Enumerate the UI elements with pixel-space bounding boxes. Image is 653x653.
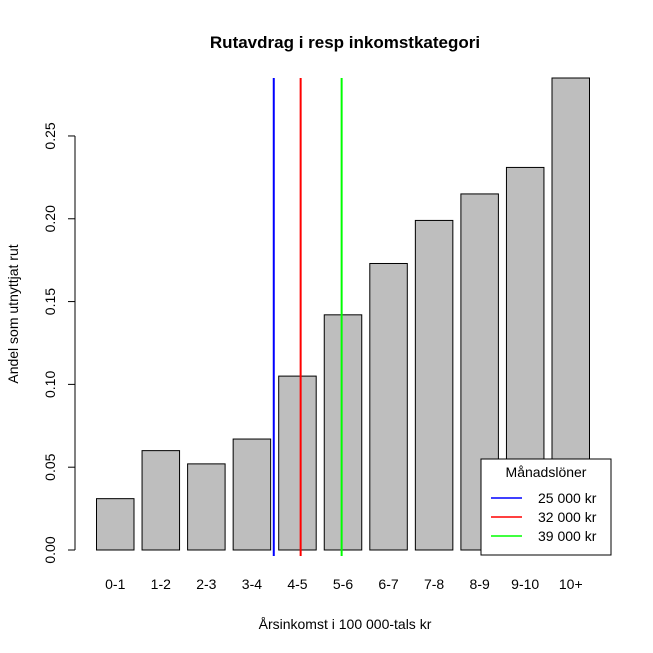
y-tick-label: 0.05 (42, 453, 58, 480)
legend-item-label: 39 000 kr (538, 528, 597, 544)
bar-5-6 (323, 314, 363, 551)
bar-1-2 (141, 450, 181, 551)
x-tick-label: 4-5 (287, 576, 307, 592)
x-tick-label: 2-3 (196, 576, 216, 592)
x-tick-label: 0-1 (105, 576, 125, 592)
bar-4-5 (278, 375, 317, 551)
legend: Månadslöner 25 000 kr 32 000 kr 39 000 kr (480, 458, 612, 556)
y-tick-label: 0.00 (42, 536, 58, 563)
y-tick-label: 0.25 (42, 122, 58, 149)
y-tick-label: 0.20 (42, 205, 58, 232)
legend-title: Månadslöner (506, 464, 587, 480)
bar-7-8 (414, 219, 454, 551)
y-tick-label: 0.15 (42, 288, 58, 315)
x-tick-label: 8-9 (470, 576, 490, 592)
legend-item-label: 25 000 kr (538, 490, 597, 506)
x-tick-labels: 0-1 1-2 2-3 3-4 4-5 5-6 6-7 7-8 8-9 9-10 10+ (105, 576, 582, 592)
x-tick-label: 3-4 (242, 576, 262, 592)
bar-3-4 (232, 438, 272, 551)
x-tick-label: 6-7 (378, 576, 398, 592)
legend-box (480, 458, 612, 556)
y-ticks: 0.00 0.05 0.10 0.15 0.20 0.25 (42, 122, 75, 564)
x-tick-label: 10+ (559, 576, 583, 592)
x-tick-label: 1-2 (151, 576, 171, 592)
chart-title: Rutavdrag i resp inkomstkategori (210, 33, 480, 52)
legend-items: 25 000 kr 32 000 kr 39 000 kr (491, 490, 597, 544)
y-tick-label: 0.10 (42, 371, 58, 398)
x-axis-label: Årsinkomst i 100 000-tals kr (259, 616, 432, 632)
reference-lines (272, 78, 343, 556)
bar-6-7 (369, 262, 408, 551)
x-tick-label: 7-8 (424, 576, 444, 592)
x-tick-label: 5-6 (333, 576, 353, 592)
bar-0-1 (96, 498, 135, 551)
y-axis-label: Andel som utnyttjat rut (5, 244, 21, 383)
y-axis: 0.00 0.05 0.10 0.15 0.20 0.25 (42, 122, 76, 564)
bar-2-3 (187, 463, 226, 551)
x-tick-label: 9-10 (511, 576, 539, 592)
legend-item-label: 32 000 kr (538, 509, 597, 525)
